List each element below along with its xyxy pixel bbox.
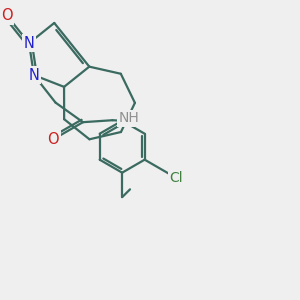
Text: N: N xyxy=(24,36,34,51)
Text: NH: NH xyxy=(119,111,140,125)
Text: O: O xyxy=(1,8,13,23)
Text: N: N xyxy=(28,68,39,82)
Text: O: O xyxy=(47,132,59,147)
Text: Cl: Cl xyxy=(169,171,183,185)
